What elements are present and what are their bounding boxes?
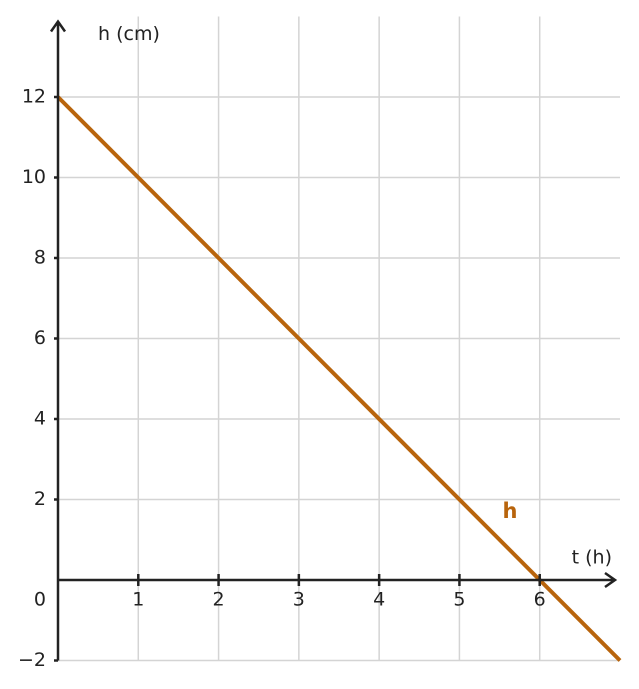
x-tick-label: 3 [293, 589, 305, 611]
y-tick-label: 2 [34, 488, 46, 510]
x-tick-label: 5 [453, 589, 465, 611]
x-tick-label: 6 [534, 589, 546, 611]
series-label: h [503, 499, 518, 523]
y-tick-label: 4 [34, 408, 46, 430]
x-tick-label: 1 [132, 589, 144, 611]
y-tick-label: 0 [34, 589, 46, 611]
plot [56, 95, 622, 662]
y-tick-label: 8 [34, 247, 46, 269]
x-axis-label: t (h) [572, 547, 612, 569]
grid [58, 16, 620, 662]
y-tick-label: 6 [34, 327, 46, 349]
y-tick-label: −2 [18, 649, 46, 671]
y-axis [49, 19, 67, 661]
y-axis-label: h (cm) [98, 23, 160, 45]
data-line [56, 95, 622, 662]
y-tick-label: 12 [22, 86, 46, 108]
x-tick-label: 2 [213, 589, 225, 611]
x-tick-label: 4 [373, 589, 385, 611]
y-tick-label: 10 [22, 166, 46, 188]
x-axis [58, 571, 618, 589]
